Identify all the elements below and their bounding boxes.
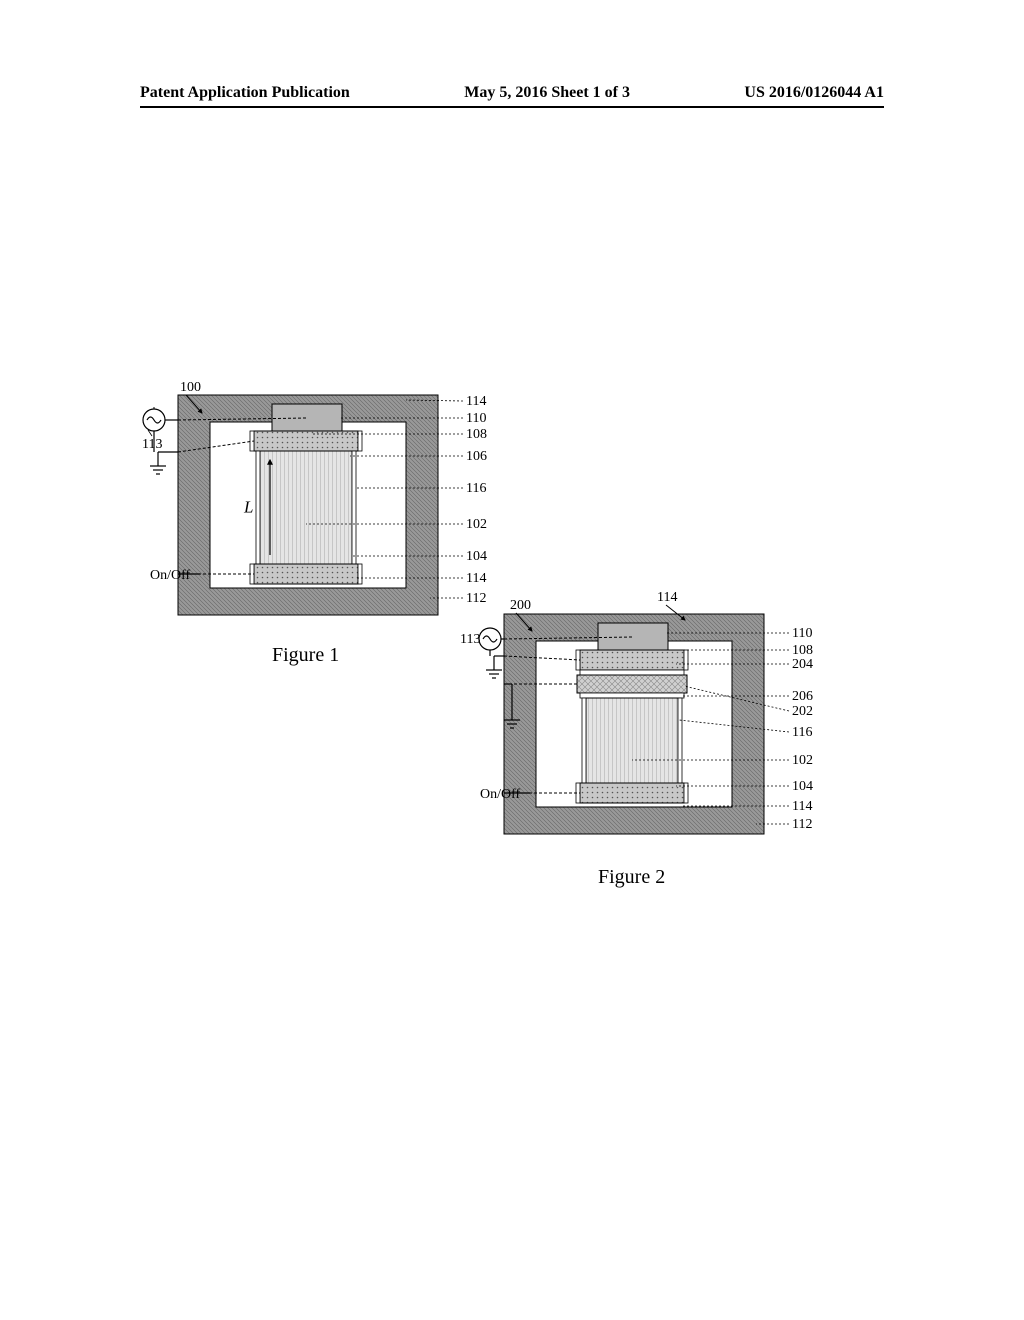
svg-text:112: 112 <box>466 591 486 606</box>
svg-text:114: 114 <box>657 590 677 605</box>
figures-area: LOn/Off113100114110108106116102104114112… <box>0 0 1024 1320</box>
svg-text:112: 112 <box>792 817 812 832</box>
svg-text:116: 116 <box>466 481 486 496</box>
svg-text:On/Off: On/Off <box>480 787 521 802</box>
svg-text:L: L <box>243 498 253 517</box>
patent-page: Patent Application Publication May 5, 20… <box>0 0 1024 1320</box>
svg-text:102: 102 <box>466 517 487 532</box>
svg-text:106: 106 <box>466 449 487 464</box>
svg-text:108: 108 <box>466 427 487 442</box>
svg-text:100: 100 <box>180 380 201 395</box>
svg-text:110: 110 <box>466 411 486 426</box>
svg-text:104: 104 <box>466 549 487 564</box>
svg-text:108: 108 <box>792 643 813 658</box>
svg-text:116: 116 <box>792 725 812 740</box>
svg-text:On/Off: On/Off <box>150 568 191 583</box>
svg-text:114: 114 <box>466 394 486 409</box>
svg-text:204: 204 <box>792 657 813 672</box>
svg-text:113: 113 <box>142 437 162 452</box>
svg-text:206: 206 <box>792 689 813 704</box>
svg-text:104: 104 <box>792 779 813 794</box>
figure1-caption: Figure 1 <box>272 644 339 667</box>
figures-svg: LOn/Off113100114110108106116102104114112… <box>0 0 1024 1320</box>
svg-text:200: 200 <box>510 598 531 613</box>
svg-text:102: 102 <box>792 753 813 768</box>
svg-text:114: 114 <box>466 571 486 586</box>
svg-text:202: 202 <box>792 704 813 719</box>
svg-text:110: 110 <box>792 626 812 641</box>
figure2-caption: Figure 2 <box>598 866 665 889</box>
svg-text:114: 114 <box>792 799 812 814</box>
svg-text:113: 113 <box>460 632 480 647</box>
